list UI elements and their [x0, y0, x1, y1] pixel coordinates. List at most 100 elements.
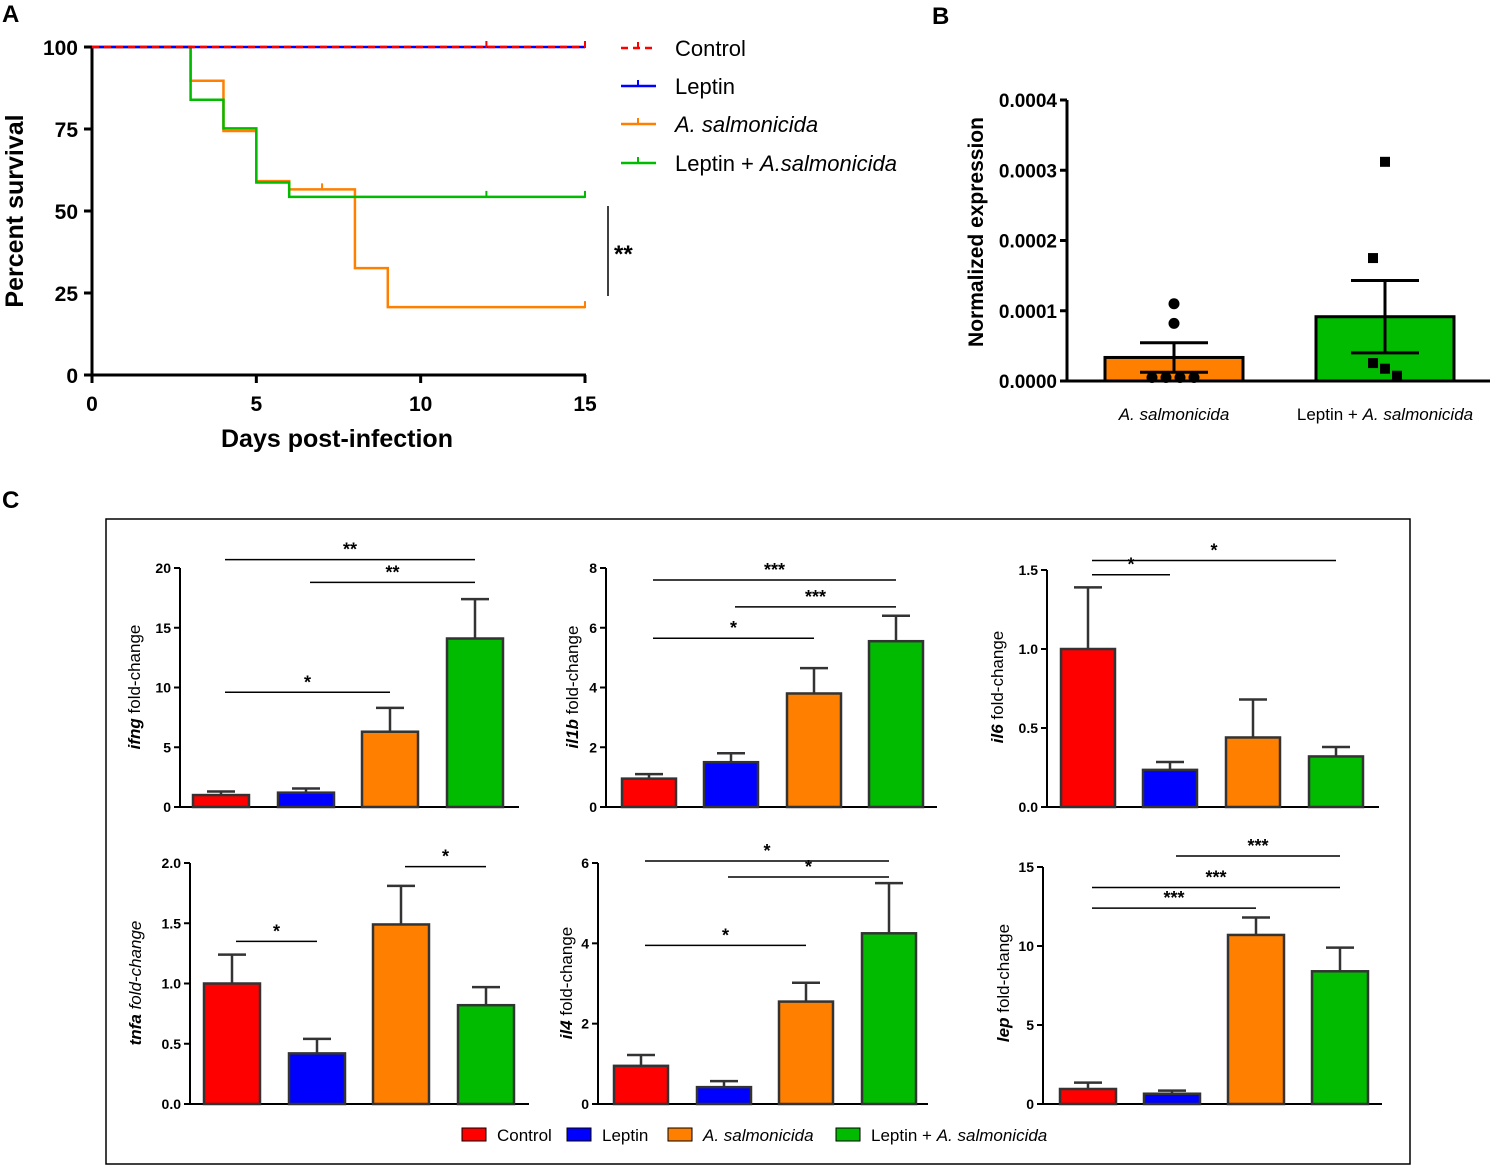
- bar: [867, 639, 925, 809]
- y-tick-label: 0: [589, 799, 597, 815]
- y-axis-label: Normalized expression: [965, 117, 988, 347]
- y-tick-label: 2: [581, 1016, 589, 1032]
- y-tick-label: 2.0: [162, 855, 182, 871]
- legend-label: Leptin: [675, 74, 735, 99]
- x-tick-label: 5: [250, 393, 262, 416]
- data-point: [1188, 371, 1200, 383]
- y-tick-label: 0.0003: [999, 161, 1057, 182]
- y-tick-label: 0.0004: [999, 91, 1058, 112]
- y-tick-label: 5: [1026, 1017, 1034, 1033]
- survival-curve: [92, 45, 585, 309]
- y-tick-label: 0.5: [1019, 720, 1039, 736]
- significance-label: *: [805, 857, 812, 877]
- x-axis-label: Days post-infection: [221, 425, 453, 453]
- chart-lep: 0 5 10 15 lep fold-change *** *** ***: [994, 836, 1382, 1112]
- legend-swatch: [461, 1127, 487, 1142]
- panel-label-b: B: [932, 3, 949, 30]
- significance-label: ***: [1163, 888, 1184, 908]
- y-tick-label: 0: [1026, 1096, 1034, 1112]
- bar: [702, 760, 760, 809]
- bar: [777, 1000, 835, 1106]
- data-point: [1168, 317, 1180, 329]
- survival-chart: 0 25 50 75 100 0 5 10 15 Days post-infection Perce…: [1, 36, 897, 453]
- bar: [695, 1085, 753, 1106]
- legend-label: Leptin: [602, 1126, 648, 1145]
- significance-label: ***: [805, 587, 826, 607]
- y-tick-label: 20: [155, 560, 171, 576]
- significance-label: *: [763, 841, 770, 861]
- data-point: [1380, 156, 1390, 167]
- x-category-label: A. salmonicida: [1118, 405, 1230, 424]
- y-tick-label: 10: [155, 680, 171, 696]
- significance-label: ***: [1205, 868, 1226, 888]
- chart-il4: 0 2 4 6 il4 fold-change * * *: [557, 841, 928, 1112]
- y-tick-label: 50: [55, 201, 78, 224]
- y-tick-label: 75: [55, 119, 79, 142]
- significance-label: ***: [764, 560, 785, 580]
- significance-label: *: [722, 925, 729, 945]
- significance-label: **: [343, 540, 357, 560]
- y-tick-label: 100: [43, 37, 78, 60]
- panel-label-c: C: [2, 487, 19, 514]
- y-tick-label: 0: [163, 799, 171, 815]
- y-axis-label: il6 fold-change: [988, 631, 1007, 743]
- y-tick-label: 1.5: [1019, 562, 1039, 578]
- bar: [620, 777, 678, 809]
- bar: [612, 1064, 670, 1106]
- bar: [360, 730, 420, 809]
- y-tick-label: 1.0: [162, 976, 182, 992]
- significance-label: *: [730, 618, 737, 638]
- data-point: [1368, 253, 1378, 264]
- y-tick-label: 0.0: [1019, 799, 1039, 815]
- panel-label-a: A: [2, 1, 19, 28]
- y-tick-label: 0.0000: [999, 372, 1057, 393]
- legend-label: Control: [675, 36, 746, 61]
- legend-swatch: [667, 1127, 693, 1142]
- bar: [287, 1052, 347, 1106]
- legend-swatch: [835, 1127, 861, 1142]
- y-axis-label: ifng fold-change: [125, 625, 144, 750]
- expression-chart: 0.0000 0.0001 0.0002 0.0003 0.0004 Normalized…: [965, 91, 1490, 424]
- significance-label: *: [304, 672, 311, 692]
- data-point: [1168, 298, 1180, 310]
- bar: [371, 923, 431, 1106]
- significance-label: ***: [1247, 836, 1268, 856]
- significance-label: *: [442, 847, 449, 867]
- bar: [1224, 736, 1282, 809]
- x-category-label: Leptin + A. salmonicida: [1297, 405, 1473, 424]
- legend-label: Leptin + A.salmonicida: [675, 151, 897, 176]
- y-tick-label: 15: [1018, 859, 1034, 875]
- bar: [191, 793, 251, 809]
- y-axis-label: Percent survival: [1, 114, 29, 307]
- y-axis-label: tnfa fold-change: [126, 921, 145, 1046]
- bar: [1142, 1092, 1202, 1106]
- bar: [1058, 1087, 1118, 1106]
- y-tick-label: 4: [581, 935, 589, 951]
- significance-label: *: [1210, 541, 1217, 561]
- significance-label: *: [1127, 555, 1134, 575]
- legend-label: A. salmonicida: [702, 1126, 814, 1145]
- bar: [445, 637, 505, 809]
- y-tick-label: 1.0: [1019, 641, 1039, 657]
- y-tick-label: 4: [589, 680, 597, 696]
- data-point: [1392, 370, 1402, 381]
- legend-label: Control: [497, 1126, 552, 1145]
- data-point: [1174, 371, 1186, 383]
- panel-c-frame: [105, 518, 1411, 1165]
- data-point: [1368, 358, 1378, 369]
- y-tick-label: 2: [589, 739, 597, 755]
- y-tick-label: 5: [163, 739, 171, 755]
- chart-il6: 0.0 0.5 1.0 1.5 il6 fold-change * *: [988, 541, 1379, 815]
- bar: [202, 982, 262, 1106]
- y-tick-label: 15: [155, 620, 171, 636]
- y-tick-label: 0: [581, 1096, 589, 1112]
- significance-label: *: [273, 921, 280, 941]
- y-axis-label: il1b fold-change: [563, 626, 582, 749]
- legend-label: Leptin + A. salmonicida: [871, 1126, 1047, 1145]
- y-tick-label: 0.0002: [999, 232, 1057, 253]
- bar: [276, 791, 336, 809]
- bar: [1141, 768, 1199, 809]
- y-tick-label: 0.5: [162, 1036, 182, 1052]
